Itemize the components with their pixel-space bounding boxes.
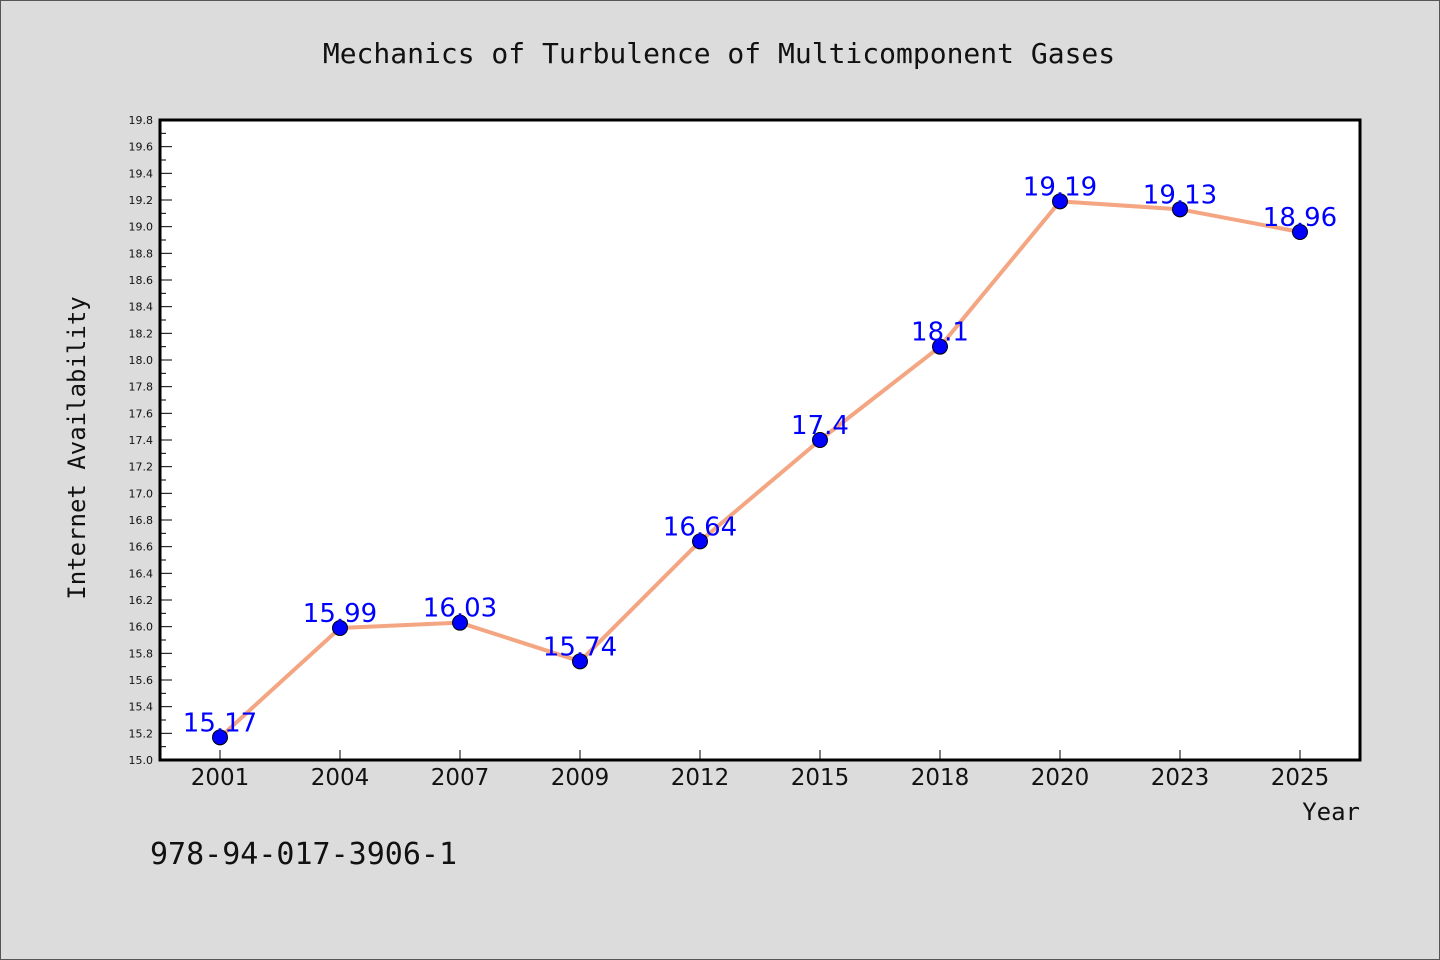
series-markers [212,193,1308,746]
data-point [572,653,588,670]
y-tick-label: 15.4 [129,701,154,714]
x-tick-label: 2025 [1271,765,1330,791]
isbn-annotation: 978-94-017-3906-1 [150,837,457,872]
y-tick-label: 18.8 [129,247,154,260]
x-tick-label: 2020 [1031,765,1090,791]
data-label: 15.74 [543,632,617,662]
y-tick-label: 16.2 [129,594,154,607]
y-tick-label: 18.0 [129,354,154,367]
y-tick-label: 17.8 [129,381,154,394]
y-tick-label: 16.0 [129,621,154,634]
y-tick-label: 17.6 [129,407,154,420]
y-tick-label: 17.4 [129,434,154,447]
data-point [812,432,828,448]
y-tick-label: 15.6 [129,674,154,687]
data-label: 16.03 [423,594,497,624]
plot-area [158,118,1362,762]
data-label: 18.96 [1263,203,1337,233]
y-tick-label: 19.8 [129,114,154,127]
y-tick-label: 18.2 [129,327,154,340]
data-label: 19.13 [1143,180,1217,210]
y-tick-label: 19.6 [129,141,154,154]
data-label: 15.99 [303,599,377,629]
y-tick-label: 15.0 [129,754,154,767]
x-axis: 2001 2004 2007 2009 2012 2015 2018 2020 2023 2025 [191,750,1330,791]
y-tick-label: 19.0 [129,221,154,234]
x-tick-label: 2009 [551,765,610,791]
x-tick-label: 2001 [191,765,250,791]
data-point [1052,193,1068,210]
data-point [212,729,228,746]
data-label: 16.64 [663,512,737,542]
x-tick-label: 2015 [791,765,850,791]
data-point [1292,224,1308,240]
y-tick-label: 16.4 [129,567,154,580]
chart-title: Mechanics of Turbulence of Multicomponen… [323,37,1115,70]
series-line [218,199,1301,739]
y-axis-label: Internet Availability [63,296,91,599]
y-tick-label: 16.8 [129,514,154,527]
y-axis: 15.0 15.2 15.4 15.6 15.8 16.0 16.2 16.4 16.6 16.8… [129,114,172,767]
data-labels: 15.17 15.99 16.03 15.74 16.64 17.4 18.1 19.19 19… [183,172,1337,738]
y-tick-label: 16.6 [129,541,154,554]
data-label: 15.17 [183,708,257,738]
y-tick-label: 15.8 [129,647,154,660]
y-tick-label: 17.0 [129,487,154,500]
y-tick-label: 19.2 [129,194,154,207]
data-label: 18.1 [911,318,969,348]
data-point [932,338,948,355]
data-point [452,614,468,631]
data-label: 19.19 [1023,172,1097,202]
x-tick-label: 2004 [311,765,370,791]
data-label: 17.4 [791,411,849,441]
y-tick-label: 15.2 [129,727,154,740]
y-tick-label: 19.4 [129,167,154,180]
y-tick-label: 18.4 [129,301,154,314]
x-tick-label: 2023 [1151,765,1210,791]
y-tick-label: 18.6 [129,274,154,287]
data-point [692,533,708,550]
data-point [1172,201,1188,218]
x-tick-label: 2018 [911,765,970,791]
y-tick-label: 17.2 [129,461,154,474]
x-tick-label: 2012 [671,765,730,791]
data-point [332,620,348,636]
x-tick-label: 2007 [431,765,490,791]
x-axis-label: Year [1302,798,1360,826]
